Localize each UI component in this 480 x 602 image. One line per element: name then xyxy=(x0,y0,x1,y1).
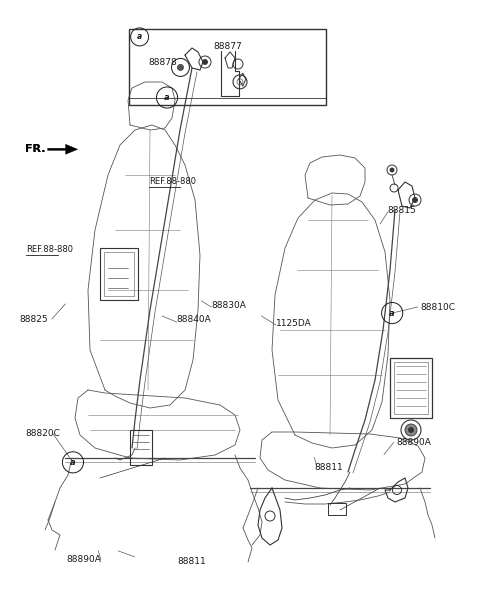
Circle shape xyxy=(408,427,413,432)
Text: FR.: FR. xyxy=(25,144,46,154)
Bar xyxy=(100,248,138,300)
Bar xyxy=(394,362,428,414)
Circle shape xyxy=(203,60,207,64)
Text: 88810C: 88810C xyxy=(420,303,455,311)
Bar xyxy=(390,358,432,418)
Text: 88890A: 88890A xyxy=(66,556,101,564)
Text: a: a xyxy=(164,93,170,102)
Text: 88815: 88815 xyxy=(388,206,417,215)
Text: 88811: 88811 xyxy=(178,557,206,565)
Text: 88825: 88825 xyxy=(19,315,48,323)
Text: 88840A: 88840A xyxy=(177,315,211,323)
Text: FR.: FR. xyxy=(25,144,46,154)
Polygon shape xyxy=(48,144,78,154)
Bar xyxy=(129,29,326,105)
Circle shape xyxy=(390,168,394,172)
Bar xyxy=(130,430,152,465)
Text: 88811: 88811 xyxy=(314,464,343,472)
Bar xyxy=(104,252,134,296)
Circle shape xyxy=(178,64,183,70)
Text: 88878: 88878 xyxy=(148,58,177,67)
Text: 88820C: 88820C xyxy=(25,429,60,438)
Circle shape xyxy=(405,424,417,436)
Text: a: a xyxy=(389,309,395,317)
Bar xyxy=(328,503,346,515)
Circle shape xyxy=(412,197,418,202)
Text: 88877: 88877 xyxy=(214,42,242,51)
Text: REF.88-880: REF.88-880 xyxy=(149,178,196,186)
Text: a: a xyxy=(137,33,142,42)
Text: a: a xyxy=(70,458,76,467)
Text: 88890A: 88890A xyxy=(396,438,431,447)
Text: 88830A: 88830A xyxy=(211,302,246,310)
Text: 1125DA: 1125DA xyxy=(276,319,312,327)
Text: REF.88-880: REF.88-880 xyxy=(26,246,73,254)
